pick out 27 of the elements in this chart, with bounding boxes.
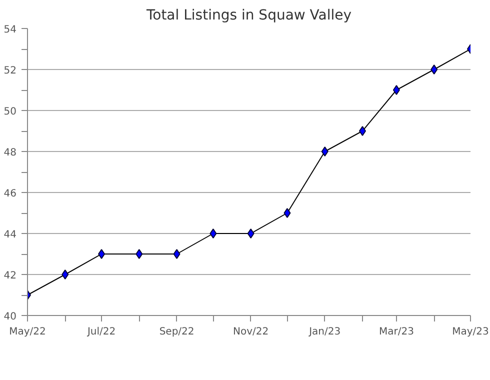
y-tick-label: 50 — [4, 106, 17, 118]
point — [136, 249, 143, 259]
point — [173, 249, 180, 259]
point — [247, 228, 254, 238]
y-tick-label: 54 — [4, 24, 17, 36]
point — [392, 85, 400, 95]
y-tick-label: 42 — [4, 270, 17, 282]
point — [210, 228, 217, 238]
point — [321, 146, 328, 156]
x-tick-label: May/22 — [9, 326, 46, 338]
x-tick-label: May/23 — [452, 326, 489, 338]
x-tick-label: Jan/23 — [308, 326, 341, 338]
point — [430, 64, 438, 74]
chart-title: Total Listings in Squaw Valley — [145, 8, 352, 24]
x-tick-label: Sep/22 — [159, 326, 194, 338]
point — [62, 270, 69, 280]
y-tick-label: 44 — [4, 230, 17, 240]
point — [358, 126, 366, 136]
x-tick-label: Nov/22 — [233, 326, 269, 338]
x-tick-label: Jul/22 — [86, 326, 116, 338]
y-tick-label: 52 — [4, 66, 17, 76]
point — [284, 208, 291, 218]
point — [98, 249, 106, 259]
x-tick-label: Mar/23 — [378, 326, 414, 338]
y-tick-label: 40 — [4, 312, 17, 322]
y-tick-label: 46 — [4, 188, 17, 200]
y-tick-label: 48 — [4, 148, 17, 158]
